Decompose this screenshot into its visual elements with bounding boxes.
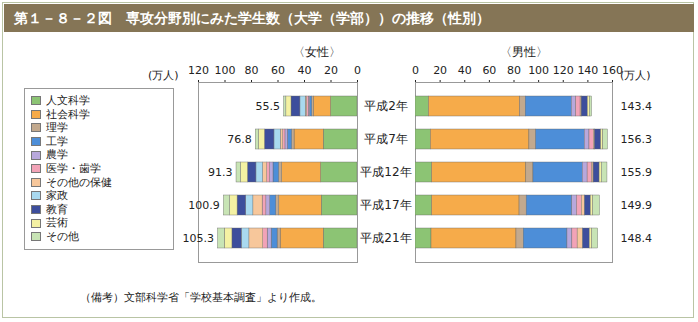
html-text:農学: 農学 xyxy=(46,148,68,162)
svg-text:149.9: 149.9 xyxy=(621,199,653,212)
svg-text:155.9: 155.9 xyxy=(621,166,653,179)
svg-text:20: 20 xyxy=(324,64,338,77)
html-text:芸術: 芸術 xyxy=(46,216,68,230)
svg-text:160: 160 xyxy=(602,64,623,77)
svg-text:55.5: 55.5 xyxy=(255,100,280,113)
html-text:平成17年: 平成17年 xyxy=(360,198,412,212)
svg-text:156.3: 156.3 xyxy=(621,133,653,146)
html-text:(万人): (万人) xyxy=(148,69,179,82)
html-text:教育: 教育 xyxy=(46,202,68,216)
svg-text:40: 40 xyxy=(298,64,312,77)
svg-text:20: 20 xyxy=(433,64,447,77)
html-text:その他: その他 xyxy=(46,229,79,243)
html-text:第１－８－２図 専攻分野別にみた学生数（大学（学部））の推移: 第１－８－２図 専攻分野別にみた学生数（大学（学部））の推移（性別） xyxy=(14,10,490,26)
html-text:理学: 理学 xyxy=(46,121,68,135)
html-text:〈女性〉: 〈女性〉 xyxy=(293,45,341,59)
html-text:人文科学: 人文科学 xyxy=(46,94,90,107)
svg-text:100: 100 xyxy=(215,64,236,77)
svg-text:80: 80 xyxy=(245,64,259,77)
svg-text:100: 100 xyxy=(528,64,549,77)
html-text:家政: 家政 xyxy=(46,189,68,203)
svg-text:60: 60 xyxy=(271,64,285,77)
html-text:医学・歯学: 医学・歯学 xyxy=(46,162,101,175)
html-text:平成2年: 平成2年 xyxy=(364,99,408,113)
html-text:平成12年: 平成12年 xyxy=(360,165,412,179)
html-text:工学: 工学 xyxy=(46,134,68,148)
svg-text:60: 60 xyxy=(482,64,496,77)
html-text:その他の保健: その他の保健 xyxy=(46,175,112,189)
html-text:社会科学: 社会科学 xyxy=(46,107,90,121)
svg-text:0: 0 xyxy=(354,64,361,77)
svg-text:120: 120 xyxy=(188,64,209,77)
svg-text:76.8: 76.8 xyxy=(227,133,252,146)
svg-text:100.9: 100.9 xyxy=(188,199,220,212)
svg-text:143.4: 143.4 xyxy=(621,100,653,113)
svg-text:80: 80 xyxy=(507,64,521,77)
html-text:〈男性〉: 〈男性〉 xyxy=(500,45,548,59)
svg-text:105.3: 105.3 xyxy=(182,232,214,245)
svg-text:0: 0 xyxy=(412,64,419,77)
svg-text:140: 140 xyxy=(577,64,598,77)
svg-text:148.4: 148.4 xyxy=(621,232,653,245)
svg-text:91.3: 91.3 xyxy=(208,166,233,179)
html-text:(万人): (万人) xyxy=(620,69,651,82)
svg-text:40: 40 xyxy=(458,64,472,77)
html-text:平成21年: 平成21年 xyxy=(360,231,412,245)
html-text:平成7年: 平成7年 xyxy=(364,132,408,146)
svg-text:120: 120 xyxy=(553,64,574,77)
html-text:（備考）文部科学省「学校基本調査」より作成。: （備考）文部科学省「学校基本調査」より作成。 xyxy=(80,291,322,304)
